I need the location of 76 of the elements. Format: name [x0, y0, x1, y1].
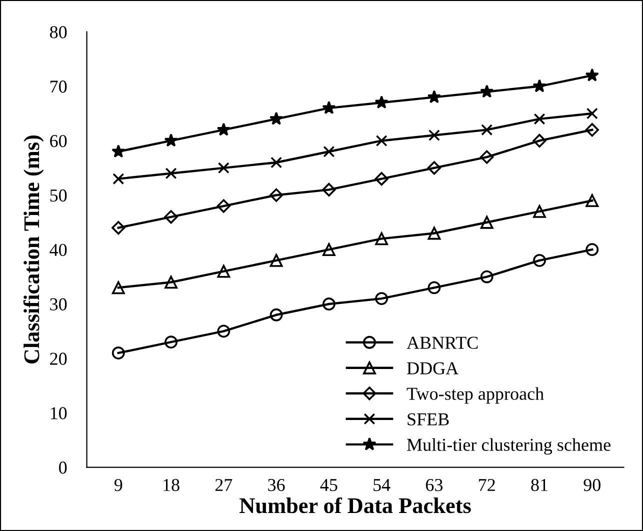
x-axis-title: Number of Data Packets [240, 497, 471, 514]
x-tick-label: 81 [531, 478, 548, 492]
point [374, 95, 388, 109]
point [532, 134, 546, 148]
point [112, 221, 126, 235]
point [216, 122, 231, 136]
point [165, 168, 177, 180]
point [586, 194, 599, 208]
legend-label: SFEB [408, 413, 449, 426]
y-tick-label: 40 [50, 244, 67, 256]
point [533, 254, 546, 267]
point [585, 68, 599, 82]
point [164, 336, 178, 349]
point [112, 281, 125, 294]
point [427, 90, 442, 104]
point [480, 270, 494, 284]
point [322, 298, 336, 310]
y-tick-label: 0 [59, 462, 67, 474]
point [217, 264, 230, 278]
point [374, 172, 388, 186]
point [164, 210, 178, 224]
point [322, 182, 336, 196]
x-tick-label: 9 [114, 478, 122, 492]
point [586, 108, 598, 120]
legend-label: Multi-tier clustering scheme [407, 438, 610, 455]
point [375, 232, 388, 246]
point [164, 276, 178, 289]
point [428, 226, 441, 240]
point [270, 188, 284, 202]
point [270, 308, 283, 322]
point [480, 216, 494, 229]
y-tick-label: 20 [50, 352, 67, 365]
y-tick-label: 30 [50, 298, 67, 310]
point [164, 134, 178, 147]
point [586, 243, 599, 256]
x-tick-label: 45 [320, 479, 338, 492]
point [217, 324, 230, 338]
y-tick-label: 70 [50, 80, 67, 93]
point [323, 146, 335, 158]
point [376, 134, 388, 146]
x-tick-label: 72 [479, 478, 495, 491]
point [534, 113, 546, 125]
legend-label: ABNRTC [406, 336, 478, 349]
point [218, 162, 230, 174]
point [481, 124, 493, 136]
x-tick-label: 27 [215, 478, 232, 491]
y-tick-label: 50 [50, 189, 67, 202]
point [428, 281, 441, 294]
point [480, 150, 494, 164]
point [112, 173, 124, 185]
y-tick-label: 10 [50, 407, 67, 420]
point [427, 161, 442, 175]
point [322, 243, 336, 256]
x-tick-label: 36 [268, 478, 285, 492]
point [533, 205, 546, 218]
y-tick-label: 80 [50, 26, 67, 38]
point [428, 130, 440, 142]
point [270, 156, 282, 168]
y-tick-label: 60 [50, 134, 67, 148]
legend-label: DDGA [407, 362, 459, 374]
x-tick-label: 54 [374, 479, 390, 492]
point [270, 254, 283, 267]
x-tick-label: 18 [164, 478, 180, 492]
point [532, 79, 546, 92]
legend-label: Two-step approach [406, 387, 544, 404]
point [112, 346, 125, 360]
x-tick-label: 90 [584, 478, 600, 492]
point [585, 123, 599, 137]
point [480, 84, 494, 98]
point [375, 292, 388, 306]
x-tick-label: 63 [426, 478, 443, 492]
y-axis-title: Classification Time (ms) [23, 136, 44, 364]
point [216, 199, 230, 213]
point [322, 100, 336, 114]
point [112, 144, 126, 158]
point [269, 112, 284, 125]
